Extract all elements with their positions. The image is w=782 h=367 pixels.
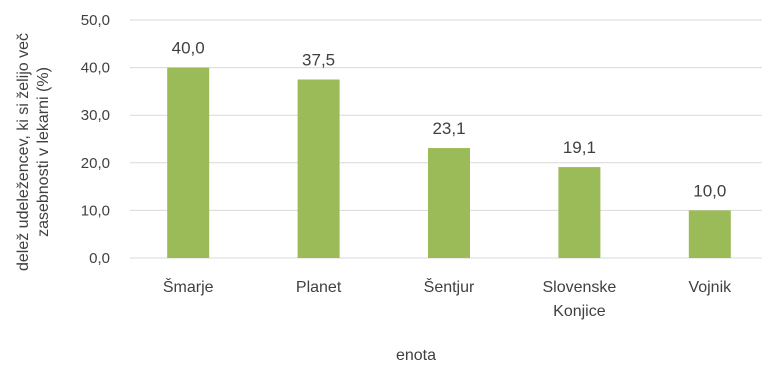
bars — [167, 67, 731, 258]
category-label: Konjice — [553, 303, 606, 320]
y-axis-title-line: delež udeležencev, ki si želijo več — [15, 33, 32, 271]
category-label: Slovenske — [542, 279, 616, 296]
y-axis-title: delež udeležencev, ki si želijo več zaseb… — [15, 33, 52, 271]
category-label: Šentjur — [424, 277, 475, 296]
category-label: Šmarje — [163, 277, 214, 296]
x-axis-categories: Šmarje Planet Šentjur Slovenske Konjice Vojni… — [163, 277, 732, 320]
y-tick-label: 0,0 — [89, 250, 110, 267]
y-tick-label: 40,0 — [81, 60, 110, 77]
data-labels: 40,0 37,5 23,1 19,1 10,0 — [172, 39, 727, 201]
bar — [297, 79, 340, 258]
y-tick-label: 30,0 — [81, 107, 110, 124]
data-label: 37,5 — [302, 51, 335, 70]
bar — [167, 67, 210, 258]
data-label: 10,0 — [693, 181, 726, 200]
y-axis-title-line: zasebnosti v lekarni (%) — [35, 67, 52, 237]
data-label: 19,1 — [563, 138, 596, 157]
y-tick-label: 50,0 — [81, 12, 110, 29]
y-tick-label: 10,0 — [81, 202, 110, 219]
data-label: 23,1 — [432, 119, 465, 138]
y-tick-label: 20,0 — [81, 155, 110, 172]
category-label: Vojnik — [688, 279, 732, 296]
bar — [428, 148, 470, 258]
category-label: Planet — [296, 279, 342, 296]
bar — [688, 210, 731, 258]
x-axis-title: enota — [396, 347, 436, 364]
y-axis-ticks: 0,0 10,0 20,0 30,0 40,0 50,0 — [81, 12, 110, 267]
bar — [558, 167, 601, 258]
data-label: 40,0 — [172, 39, 205, 58]
